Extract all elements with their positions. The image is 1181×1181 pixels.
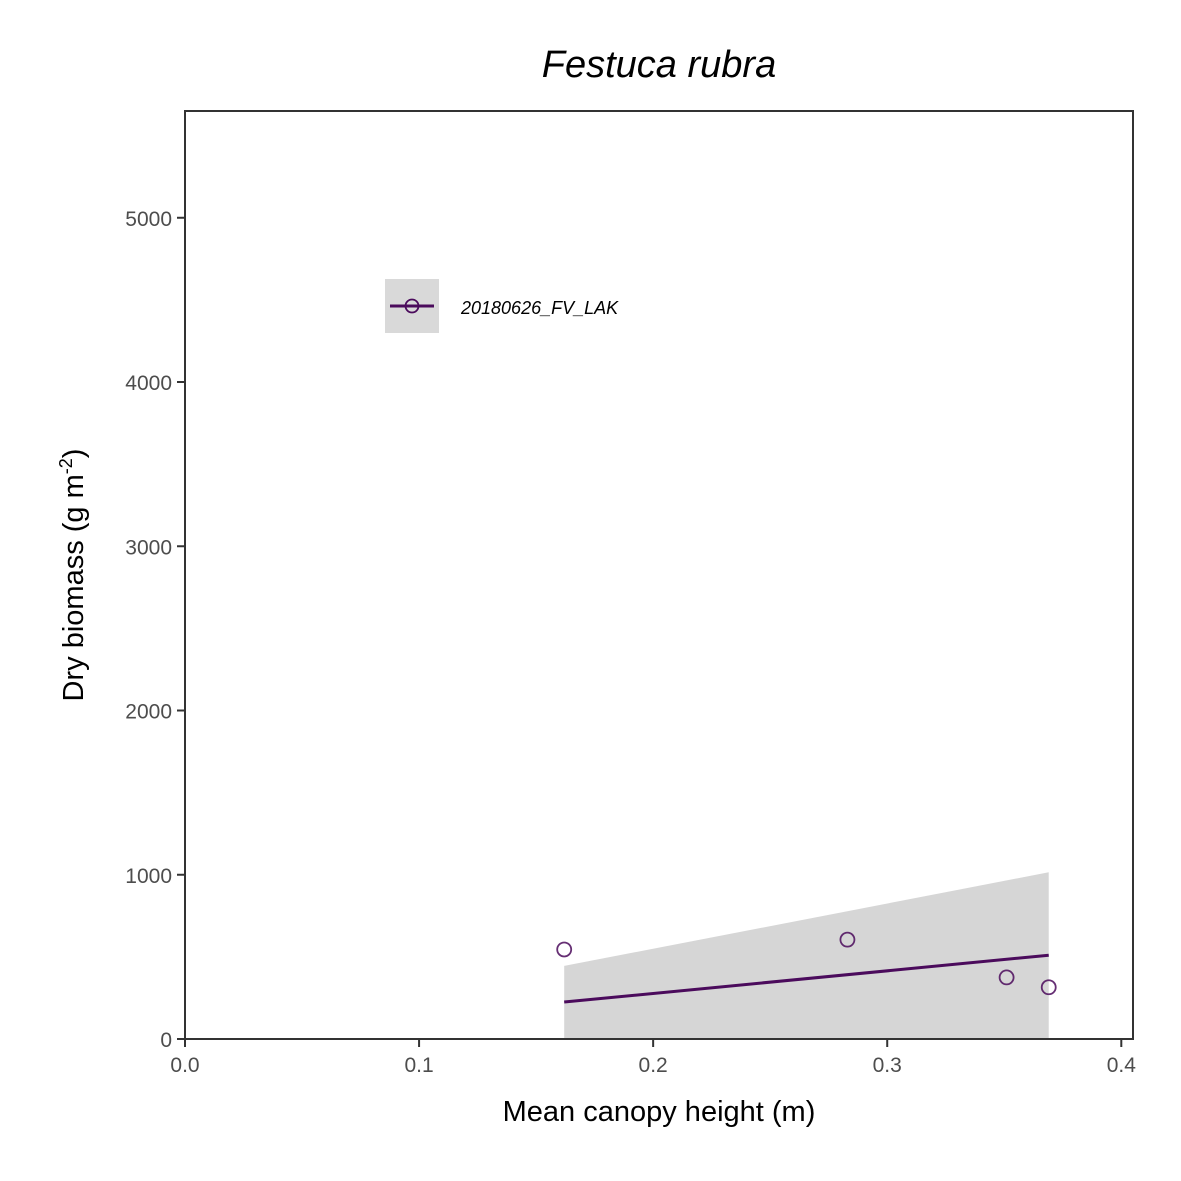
x-tick-label: 0.1 (404, 1054, 433, 1077)
data-point (1040, 979, 1057, 996)
y-tick-label: 1000 (125, 865, 172, 888)
x-tick-label: 0.0 (170, 1054, 199, 1077)
x-tick-label: 0.2 (639, 1054, 668, 1077)
y-tick-label: 5000 (125, 208, 172, 231)
data-point (556, 941, 573, 958)
plot-border (184, 110, 1134, 1040)
legend-label: 20180626_FV_LAK (460, 298, 619, 318)
y-axis-label-close: ) (58, 449, 90, 459)
chart-title: Festuca rubra (542, 44, 776, 86)
x-axis: 0.0 0.1 0.2 0.3 0.4 (170, 1039, 1136, 1077)
x-tick-label: 0.4 (1107, 1054, 1137, 1077)
legend: 20180626_FV_LAK (385, 279, 619, 333)
data-point (839, 931, 856, 948)
y-axis: 0 1000 2000 3000 4000 5000 (125, 208, 185, 1052)
x-axis-label: Mean canopy height (m) (503, 1096, 816, 1128)
fit-line-layer (564, 953, 1049, 1004)
fit-line (564, 953, 1049, 1004)
y-axis-label-sup: -2 (56, 458, 76, 474)
x-tick-label: 0.3 (873, 1054, 902, 1077)
confidence-band (564, 872, 1049, 1039)
y-tick-label: 3000 (125, 536, 172, 559)
points-layer (556, 931, 1057, 996)
data-point (998, 969, 1015, 986)
y-tick-label: 2000 (125, 701, 172, 724)
y-axis-label: Dry biomass (g m-2) (56, 449, 90, 702)
legend-key-marker (404, 298, 420, 314)
y-axis-label-main: Dry biomass (g m (58, 474, 90, 701)
y-tick-label: 0 (160, 1029, 172, 1052)
confidence-band-layer (564, 872, 1049, 1039)
y-tick-label: 4000 (125, 372, 172, 395)
